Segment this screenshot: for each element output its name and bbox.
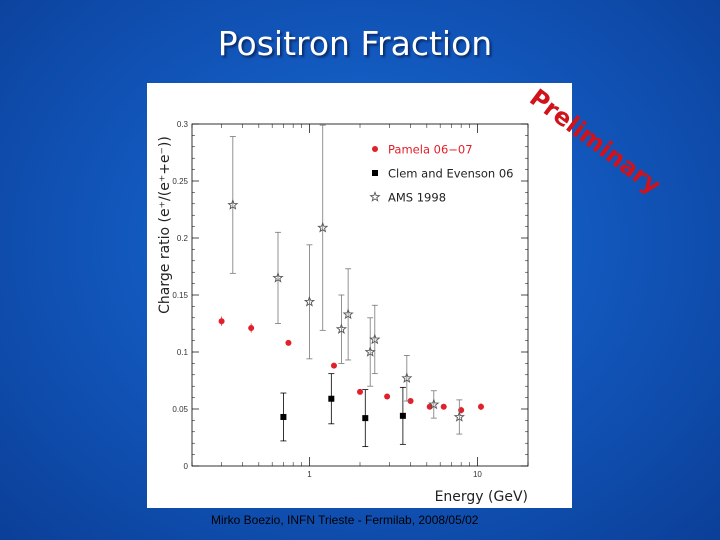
data-point — [342, 308, 354, 320]
data-point — [399, 412, 406, 419]
slide-title: Positron Fraction — [217, 24, 493, 63]
data-point — [317, 221, 329, 233]
legend-label: AMS 1998 — [388, 191, 446, 205]
data-point — [357, 388, 363, 395]
data-point — [477, 403, 484, 410]
legend-label: Clem and Evenson 06 — [388, 167, 514, 181]
series-circle — [218, 316, 484, 414]
data-point — [401, 372, 413, 383]
y-tick-label: 0.25 — [172, 177, 188, 186]
series-square — [280, 373, 406, 448]
footer-credit: Mirko Boezio, INFN Trieste - Fermilab, 2… — [211, 513, 479, 527]
data-point — [303, 295, 316, 307]
data-point — [407, 398, 414, 405]
data-point — [384, 393, 391, 400]
data-point — [248, 325, 255, 332]
y-axis-label: Charge ratio (e⁺/(e⁺+e⁻)) — [157, 136, 173, 314]
data-point — [428, 398, 440, 410]
data-point — [328, 395, 335, 402]
data-point — [285, 339, 292, 346]
y-tick-label: 0.05 — [172, 405, 188, 414]
data-point — [453, 411, 465, 422]
positron-fraction-chart: 0 0.05 0.1 0.15 0.2 0.25 0.3 1 10 Pamela 06−07 Cl… — [157, 120, 529, 505]
y-tick-label: 0 — [184, 462, 189, 471]
axis-ticks: 0 0.05 0.1 0.15 0.2 0.25 0.3 1 10 — [172, 120, 529, 479]
data-point — [330, 362, 337, 369]
data-point — [364, 346, 376, 357]
x-tick-label: 1 — [307, 470, 312, 479]
data-point — [227, 199, 239, 210]
y-tick-label: 0.15 — [172, 291, 188, 300]
y-tick-label: 0.2 — [177, 234, 189, 243]
legend-marker-star — [369, 191, 381, 202]
legend-marker-square — [372, 170, 378, 176]
series-star — [227, 124, 465, 435]
legend-marker-circle — [372, 146, 378, 152]
x-axis-label: Energy (GeV) — [435, 489, 528, 505]
y-tick-label: 0.1 — [177, 348, 189, 357]
chart-panel: 0 0.05 0.1 0.15 0.2 0.25 0.3 1 10 Pamela 06−07 Cl… — [147, 83, 572, 508]
data-point — [335, 323, 348, 334]
data-point — [280, 413, 287, 420]
data-point — [272, 271, 284, 283]
legend-label: Pamela 06−07 — [388, 143, 473, 157]
y-tick-label: 0.3 — [177, 120, 189, 129]
chart-legend: Pamela 06−07 Clem and Evenson 06 AMS 1998 — [369, 143, 514, 205]
data-point — [218, 318, 225, 325]
data-point — [362, 415, 369, 422]
data-layer — [218, 124, 484, 448]
data-point — [369, 333, 381, 345]
data-point — [440, 403, 447, 410]
x-tick-label: 10 — [473, 470, 482, 479]
